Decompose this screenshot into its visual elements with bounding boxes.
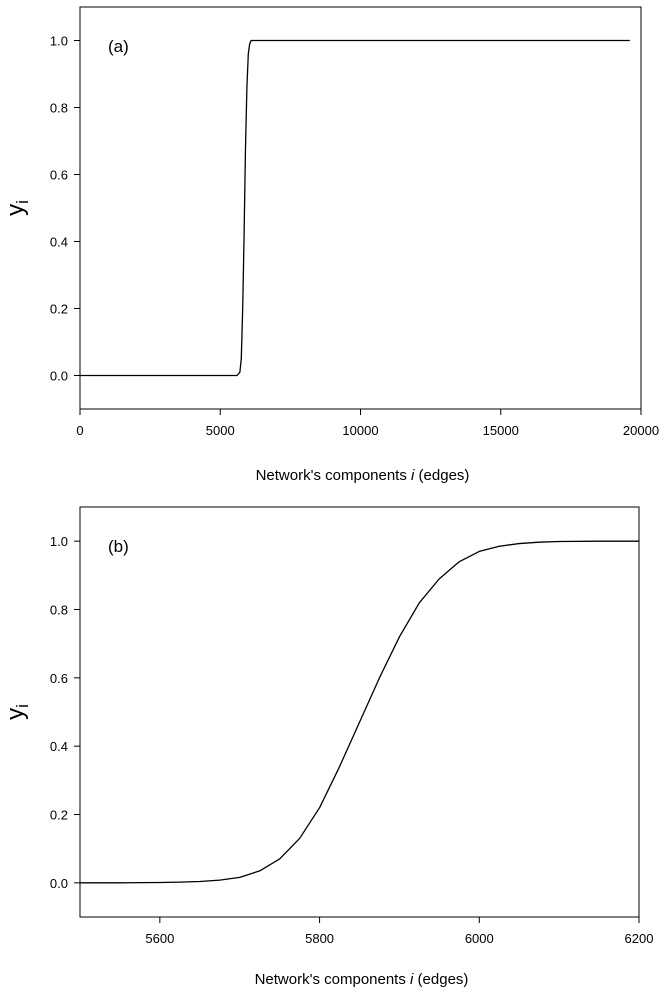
- y-tick-label: 0.8: [50, 603, 68, 618]
- series-line: [80, 540, 639, 884]
- x-tick-label: 5000: [206, 423, 235, 438]
- y-axis-label-main: y: [2, 204, 29, 216]
- x-axis-label: Network's components i (edges): [255, 971, 469, 988]
- y-axis-label-subscript: i: [13, 200, 32, 204]
- x-tick-label: 10000: [342, 423, 378, 438]
- y-axis-label-main: y: [2, 708, 29, 720]
- x-tick-label: 20000: [623, 423, 659, 438]
- y-axis-label: yi: [2, 704, 32, 720]
- plot-frame: [79, 6, 642, 410]
- y-tick-label: 0.2: [50, 808, 68, 823]
- panel-label: (b): [108, 537, 129, 556]
- y-tick-label: 0.6: [50, 671, 68, 686]
- x-axis-label-suffix: (edges): [413, 971, 468, 988]
- chart-panel-a: 0 5000 10000 15000 20000 0.0 0.2 0.4 0.6 0.8 1.0 (a…: [2, 6, 659, 484]
- plot-frame: [79, 506, 640, 918]
- y-tick-label: 0.4: [50, 235, 68, 250]
- y-tick-label: 0.2: [50, 302, 68, 317]
- y-tick-label: 1.0: [50, 534, 68, 549]
- y-tick-label: 0.0: [50, 876, 68, 891]
- series-line: [80, 39, 630, 377]
- x-tick-label: 5800: [305, 931, 334, 946]
- y-tick-label: 0.4: [50, 739, 68, 754]
- y-tick-label: 0.0: [50, 369, 68, 384]
- y-axis-label-subscript: i: [13, 704, 32, 708]
- panel-label: (a): [108, 37, 129, 56]
- y-tick-label: 0.8: [50, 101, 68, 116]
- x-axis-label-variable: i: [411, 467, 415, 484]
- x-axis-label-prefix: Network's components: [255, 971, 410, 988]
- chart-panel-b: 5600 5800 6000 6200 0.0 0.2 0.4 0.6 0.8 1.0 (b) Net…: [2, 506, 654, 988]
- x-axis-label-prefix: Network's components: [256, 467, 411, 484]
- x-tick-label: 6200: [625, 931, 654, 946]
- x-axis-label-suffix: (edges): [414, 467, 469, 484]
- y-tick-label: 0.6: [50, 168, 68, 183]
- y-axis-label: yi: [2, 200, 32, 216]
- x-tick-label: 15000: [483, 423, 519, 438]
- x-axis-label-variable: i: [410, 971, 414, 988]
- x-tick-label: 6000: [465, 931, 494, 946]
- x-tick-label: 0: [76, 423, 83, 438]
- x-tick-label: 5600: [145, 931, 174, 946]
- x-axis-label: Network's components i (edges): [256, 467, 470, 484]
- y-tick-label: 1.0: [50, 34, 68, 49]
